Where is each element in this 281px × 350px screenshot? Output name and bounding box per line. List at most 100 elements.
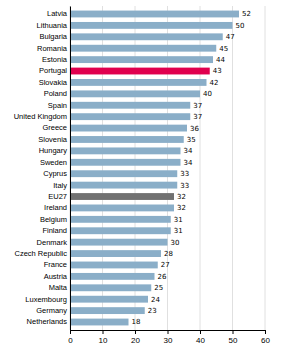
y-tick-label: Sweden bbox=[40, 158, 67, 167]
bar bbox=[70, 159, 181, 166]
y-axis-line bbox=[70, 7, 71, 331]
y-tick: Czech Republic bbox=[14, 249, 67, 258]
chart: 1823242526272830313132323333343435363737… bbox=[0, 0, 281, 350]
y-tick-label: Lithuania bbox=[37, 21, 68, 30]
y-tick: Belgium bbox=[40, 215, 67, 224]
data-label: 34 bbox=[184, 147, 193, 155]
y-tick: Estonia bbox=[42, 55, 68, 64]
data-label: 30 bbox=[171, 239, 180, 247]
bar bbox=[70, 125, 187, 132]
data-label: 45 bbox=[219, 45, 228, 53]
bar bbox=[70, 284, 151, 291]
y-tick: Netherlands bbox=[27, 317, 68, 326]
x-tick: 30 bbox=[164, 330, 173, 345]
data-label: 18 bbox=[132, 318, 141, 326]
y-tick: Malta bbox=[49, 283, 68, 292]
y-tick-label: Czech Republic bbox=[14, 249, 67, 258]
data-label: 32 bbox=[177, 204, 186, 212]
bar bbox=[70, 56, 213, 63]
bar bbox=[70, 262, 158, 269]
y-tick: Austria bbox=[44, 272, 68, 281]
y-tick-label: Cyprus bbox=[43, 169, 67, 178]
y-tick: Slovenia bbox=[38, 135, 68, 144]
bar bbox=[70, 170, 177, 177]
x-tick: 20 bbox=[131, 330, 140, 345]
y-tick: Italy bbox=[53, 181, 67, 190]
x-axis: 0102030405060 bbox=[68, 330, 270, 345]
x-tick: 50 bbox=[229, 330, 238, 345]
y-tick: Poland bbox=[44, 89, 67, 98]
y-tick: Spain bbox=[48, 101, 67, 110]
data-label: 50 bbox=[236, 22, 245, 30]
y-tick: Finland bbox=[42, 226, 67, 235]
bar bbox=[70, 296, 148, 303]
y-tick-label: Portugal bbox=[39, 66, 67, 75]
y-tick: United Kingdom bbox=[14, 112, 67, 121]
y-tick: Romania bbox=[37, 44, 68, 53]
data-label: 37 bbox=[193, 102, 202, 110]
bar bbox=[70, 22, 233, 29]
data-label: 35 bbox=[187, 136, 196, 144]
data-label: 37 bbox=[193, 113, 202, 121]
bars bbox=[70, 11, 239, 326]
bar bbox=[70, 68, 210, 75]
bar bbox=[70, 11, 239, 18]
bar bbox=[70, 307, 145, 314]
data-label: 47 bbox=[226, 33, 235, 41]
y-tick: Greece bbox=[42, 123, 67, 132]
data-label: 40 bbox=[203, 90, 212, 98]
y-tick-label: Estonia bbox=[42, 55, 68, 64]
x-tick-mark bbox=[168, 330, 169, 334]
bar bbox=[70, 227, 171, 234]
y-tick-label: Poland bbox=[44, 89, 67, 98]
data-label: 24 bbox=[151, 296, 160, 304]
bar bbox=[70, 193, 174, 200]
data-label: 33 bbox=[180, 182, 189, 190]
x-tick: 60 bbox=[261, 330, 270, 345]
x-tick-mark bbox=[70, 330, 71, 334]
x-tick: 10 bbox=[99, 330, 108, 345]
grid bbox=[70, 6, 265, 330]
x-tick-label: 10 bbox=[99, 336, 108, 345]
y-tick-label: Slovenia bbox=[38, 135, 68, 144]
y-tick: Luxembourg bbox=[25, 295, 67, 304]
bar bbox=[70, 250, 161, 257]
data-labels: 1823242526272830313132323333343435363737… bbox=[132, 10, 251, 326]
bar bbox=[70, 136, 184, 143]
y-tick-label: Netherlands bbox=[27, 317, 68, 326]
data-label: 42 bbox=[210, 79, 219, 87]
y-tick-label: Spain bbox=[48, 101, 67, 110]
y-axis: Netherlands Germany Luxembourg Malta Austria… bbox=[14, 7, 71, 331]
x-tick: 40 bbox=[196, 330, 205, 345]
y-tick-label: Finland bbox=[42, 226, 67, 235]
y-tick-label: Malta bbox=[49, 283, 68, 292]
data-label: 26 bbox=[158, 273, 167, 281]
x-tick-label: 30 bbox=[164, 336, 173, 345]
data-label: 52 bbox=[242, 10, 251, 18]
y-tick: Hungary bbox=[39, 146, 68, 155]
y-tick-label: Slovakia bbox=[39, 78, 68, 87]
x-tick-label: 60 bbox=[261, 336, 270, 345]
y-tick-label: France bbox=[44, 260, 67, 269]
x-tick-label: 50 bbox=[229, 336, 238, 345]
plot: 1823242526272830313132323333343435363737… bbox=[14, 6, 271, 345]
y-tick-label: EU27 bbox=[48, 192, 67, 201]
y-tick: Sweden bbox=[40, 158, 67, 167]
bar bbox=[70, 45, 216, 52]
y-tick: Germany bbox=[36, 306, 67, 315]
y-tick: Bulgaria bbox=[39, 32, 67, 41]
x-tick-mark bbox=[103, 330, 104, 334]
bar bbox=[70, 319, 129, 326]
x-tick-label: 40 bbox=[196, 336, 205, 345]
data-label: 31 bbox=[174, 227, 183, 235]
grid-line bbox=[200, 6, 201, 330]
y-tick: EU27 bbox=[48, 192, 67, 201]
x-tick-mark bbox=[200, 330, 201, 334]
y-tick-label: Belgium bbox=[40, 215, 67, 224]
bar bbox=[70, 102, 190, 109]
y-tick-label: Germany bbox=[36, 306, 67, 315]
data-label: 23 bbox=[148, 307, 157, 315]
grid-line bbox=[135, 6, 136, 330]
bar bbox=[70, 216, 171, 223]
y-tick: Slovakia bbox=[39, 78, 68, 87]
